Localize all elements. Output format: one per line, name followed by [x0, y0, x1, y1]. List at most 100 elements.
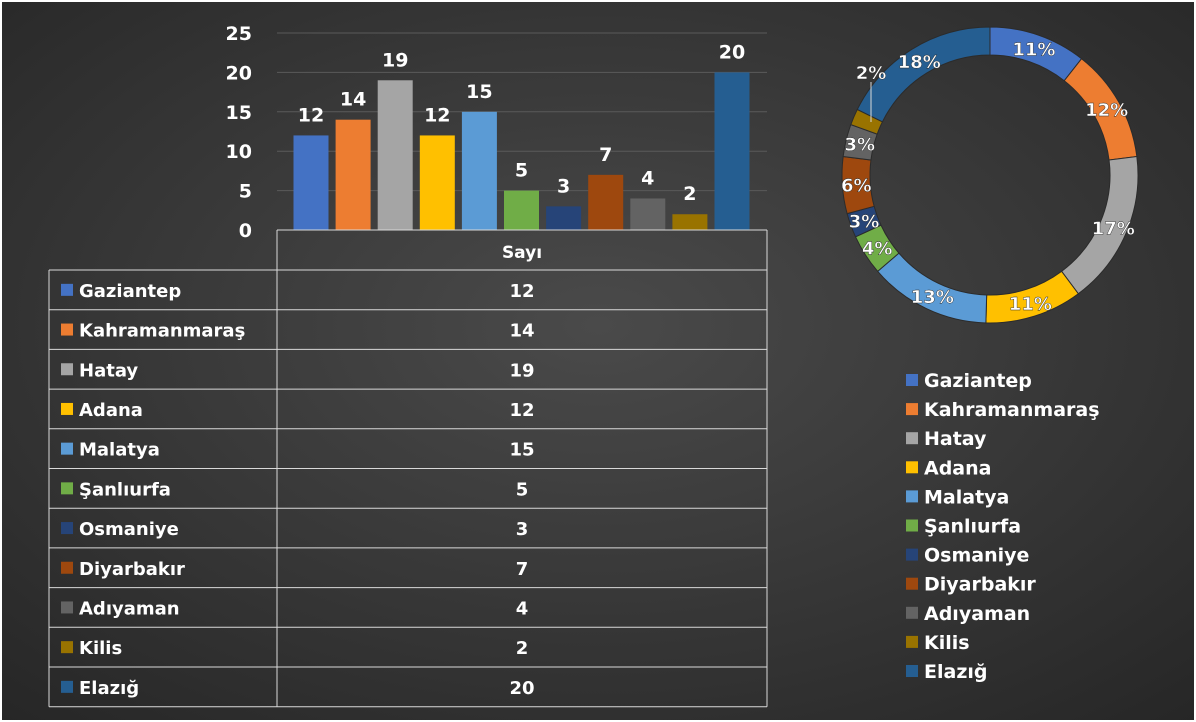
bar-adana: [419, 135, 455, 230]
table-row-label: Adana: [79, 400, 143, 421]
donut-percent-label: 13%: [911, 287, 954, 308]
table-row-value: 4: [516, 598, 529, 619]
donut-legend: Gaziantep Kahramanmaraş Hatay Adana Malatya Ş…: [906, 370, 1100, 683]
bar-diyarbakir: [588, 174, 624, 230]
bar-series: [293, 72, 750, 231]
legend-key: [906, 548, 918, 561]
legend-key: [906, 432, 918, 445]
bar-value-label: 20: [719, 41, 745, 63]
bar-sanliurfa: [504, 190, 539, 230]
donut-series: [841, 26, 1139, 324]
bar-value-label: 12: [298, 104, 324, 126]
table-row-label: Hatay: [79, 360, 138, 381]
legend-key: [906, 665, 918, 677]
table-row-label: Gaziantep: [79, 281, 181, 302]
table-row-label: Kahramanmaraş: [79, 321, 245, 342]
bar-value-label: 7: [599, 144, 612, 166]
bar-osmaniye: [546, 206, 582, 230]
donut-percent-label: 4%: [862, 238, 893, 259]
table-row-label: Osmaniye: [79, 519, 179, 540]
table-row-label: Kilis: [79, 638, 122, 659]
y-tick-label: 15: [226, 102, 252, 124]
bar-y-tick-labels: 0 5 10 15 20 25: [226, 23, 252, 242]
legend-label: Elazığ: [924, 661, 988, 683]
legend-label: Kilis: [924, 632, 970, 654]
legend-label: Hatay: [924, 428, 987, 450]
bar-malatya: [461, 111, 497, 230]
bar-value-label: 3: [557, 175, 570, 197]
legend-label: Adana: [924, 457, 991, 479]
table-legend-key: [61, 482, 73, 495]
bar-gaziantep: [293, 135, 329, 230]
donut-percent-label: 17%: [1092, 219, 1135, 240]
data-table: Sayı Gaziantep 12 Kahramanmaraş 14 Hatay 19 Ad…: [48, 229, 768, 708]
legend-key: [906, 374, 918, 386]
table-row-label: Malatya: [79, 440, 160, 461]
bar-value-label: 14: [340, 89, 366, 111]
donut-percent-label: 11%: [1012, 39, 1055, 60]
legend-label: Malatya: [924, 486, 1009, 508]
table-row-value: 12: [509, 281, 534, 302]
bar-value-label: 15: [466, 81, 492, 103]
bar-kilis: [672, 214, 708, 230]
bar-value-label: 4: [641, 167, 654, 189]
legend-key: [906, 635, 918, 648]
legend-label: Diyarbakır: [924, 574, 1036, 596]
table-legend-key: [61, 363, 73, 376]
table-row-value: 12: [509, 400, 534, 421]
table-legend-key: [61, 283, 73, 296]
bar-data-labels: 12 14 19 12 15 5 3 7 4 2 20: [298, 41, 745, 205]
table-legend-key: [61, 402, 73, 415]
table-row-value: 7: [516, 559, 529, 580]
table-legend-key: [61, 323, 73, 336]
bar-kahramanmaras: [335, 119, 371, 230]
legend-label: Adıyaman: [924, 603, 1030, 625]
donut-slice-elazig: [856, 26, 991, 123]
table-row-label: Şanlıurfa: [79, 479, 171, 500]
bar-value-label: 12: [424, 104, 450, 126]
table-legend-key: [61, 442, 73, 455]
y-tick-label: 20: [226, 62, 252, 84]
bar-adiyaman: [630, 198, 666, 230]
table-row-value: 15: [509, 440, 534, 461]
table-row-value: 3: [516, 519, 529, 540]
table-row-value: 20: [509, 678, 534, 699]
table-legend-key: [61, 641, 73, 654]
donut-percent-label: 18%: [898, 52, 941, 73]
table-row-value: 14: [509, 321, 534, 342]
bar-value-label: 19: [382, 49, 408, 71]
legend-key: [906, 461, 918, 474]
bar-elazig: [714, 72, 750, 231]
table-row-label: Elazığ: [79, 678, 139, 699]
table-row-label: Diyarbakır: [79, 559, 185, 580]
y-tick-label: 10: [226, 141, 252, 163]
table-row-value: 2: [516, 638, 529, 659]
table-row-value: 19: [509, 360, 534, 381]
bar-hatay: [377, 80, 413, 230]
legend-key: [906, 606, 918, 619]
legend-label: Kahramanmaraş: [924, 399, 1100, 421]
bar-value-label: 2: [683, 183, 696, 205]
legend-label: Gaziantep: [924, 370, 1032, 392]
table-series-header: Sayı: [502, 243, 542, 263]
donut-data-labels: 11% 12% 17% 11% 13% 4% 3% 6% 3% 2% 18%: [841, 39, 1135, 315]
table-legend-key: [61, 680, 73, 693]
donut-percent-label: 3%: [844, 135, 875, 156]
table-row-label: Adıyaman: [79, 598, 180, 619]
donut-percent-label: 2%: [856, 63, 887, 84]
y-tick-label: 0: [239, 220, 252, 242]
table-legend-key: [61, 601, 73, 614]
bar-value-label: 5: [515, 160, 528, 182]
table-legend-key: [61, 561, 73, 574]
y-tick-label: 5: [239, 181, 252, 203]
donut-percent-label: 3%: [849, 212, 880, 233]
donut-percent-label: 12%: [1085, 100, 1128, 121]
legend-key: [906, 490, 918, 503]
table-row-value: 5: [516, 479, 529, 500]
table-legend-key: [61, 522, 73, 535]
legend-label: Şanlıurfa: [924, 516, 1021, 538]
donut-percent-label: 6%: [841, 175, 872, 196]
donut-percent-label: 11%: [1009, 294, 1052, 315]
